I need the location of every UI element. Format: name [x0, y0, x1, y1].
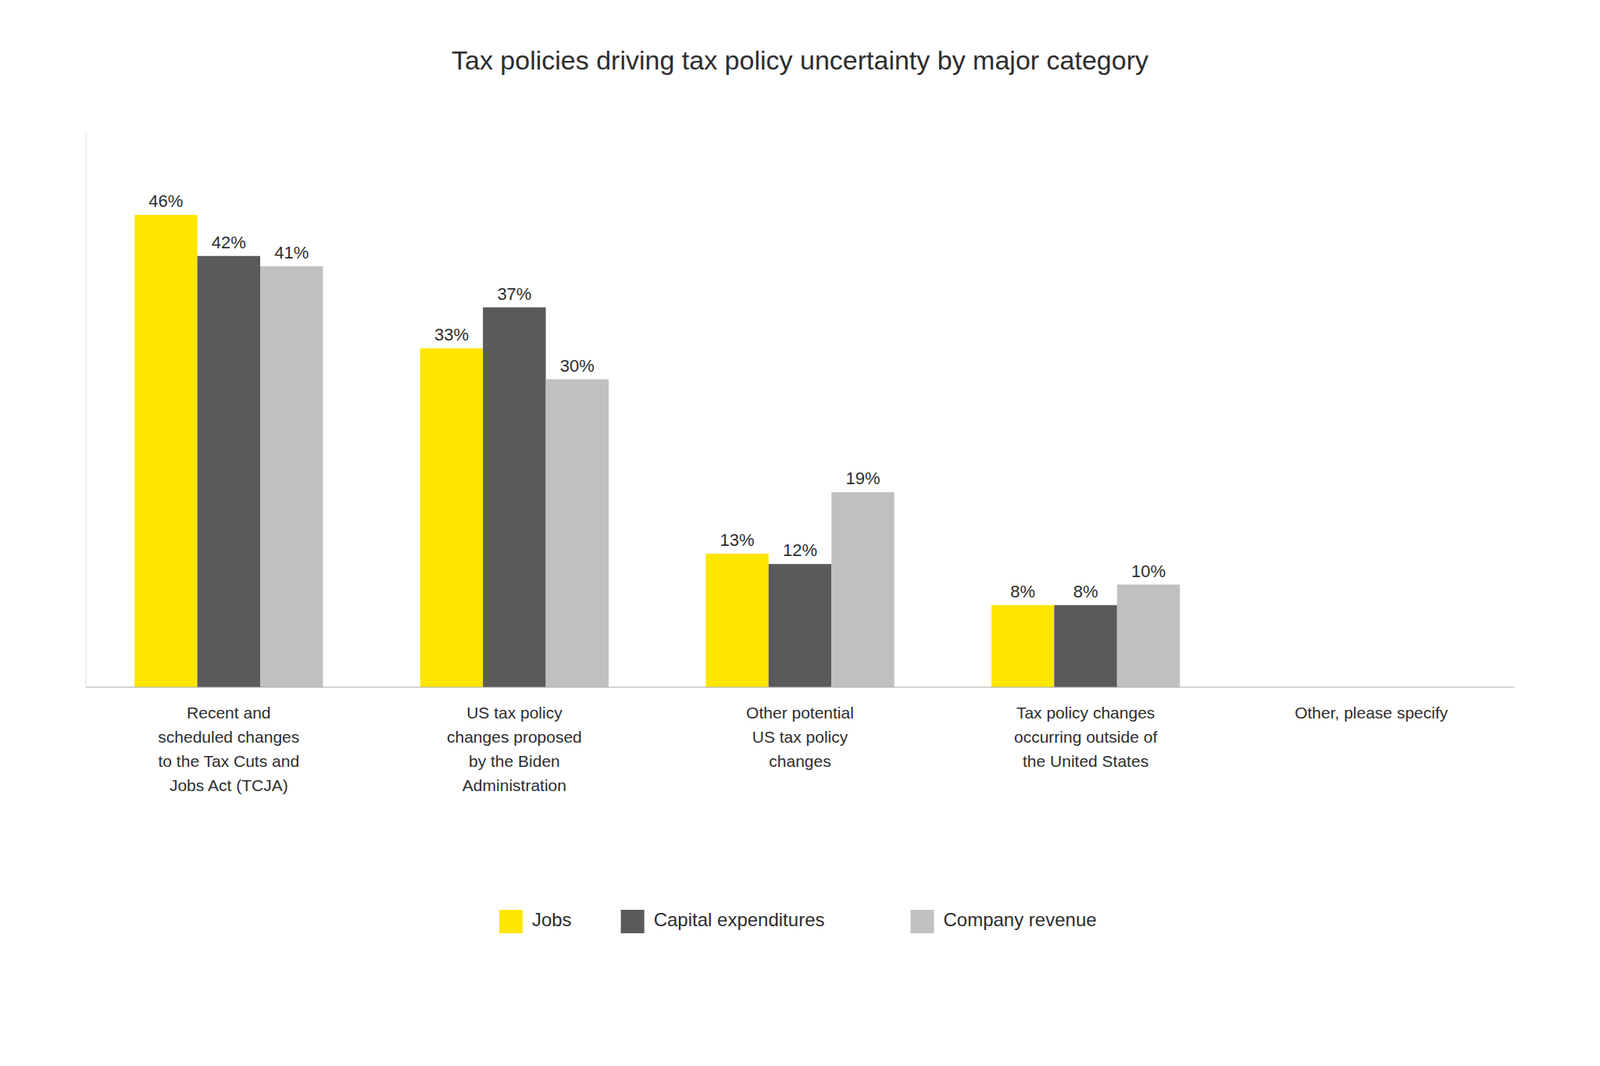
- bar: [705, 553, 768, 688]
- legend-label: Capital expenditures: [653, 909, 825, 931]
- legend-label: Company revenue: [942, 909, 1097, 931]
- bar: [134, 214, 197, 688]
- x-tick-label-line: Tax policy changes: [1016, 703, 1155, 722]
- bar: [831, 492, 894, 688]
- legend-swatch: [910, 910, 934, 934]
- x-tick-label: Tax policy changes occurring outside of th…: [1014, 703, 1158, 771]
- legend-swatch: [621, 910, 645, 934]
- y-axis-line: [85, 132, 87, 688]
- x-tick-label-line: Jobs Act (TCJA): [169, 776, 289, 795]
- bar: [420, 348, 483, 688]
- legend: Jobs Capital expenditures Company revenue: [499, 909, 1097, 934]
- x-tick-label-line: Recent and: [186, 703, 271, 722]
- x-tick-label-line: the United States: [1022, 752, 1149, 771]
- data-label: 10%: [1131, 561, 1166, 582]
- data-label: 46%: [148, 191, 183, 211]
- data-label: 37%: [496, 284, 532, 304]
- x-tick-label: Other potential US tax policy changes: [746, 703, 854, 771]
- data-label: 42%: [211, 232, 247, 253]
- legend-swatch: [499, 910, 523, 934]
- data-labels: 46% 33% 13% 8% 42% 37% 12% 8% 41% 30% 19% 10%: [148, 191, 1166, 602]
- x-tick-label: Other, please specify: [1294, 703, 1449, 722]
- data-label: 19%: [845, 468, 880, 489]
- x-tick-label-line: by the Biden: [468, 752, 561, 771]
- bar: [1117, 585, 1180, 688]
- bar: [768, 564, 832, 688]
- chart-container: Tax policies driving tax policy uncertai…: [0, 0, 1600, 1066]
- chart-title: Tax policies driving tax policy uncertai…: [451, 45, 1149, 75]
- x-tick-label-line: changes: [768, 752, 831, 771]
- x-tick-label: Recent and scheduled changes to the Tax Cu…: [157, 703, 300, 795]
- data-label: 41%: [274, 242, 309, 263]
- page: {"chart_data": { "type": "bar", "title":…: [0, 0, 1600, 1066]
- x-tick-label-line: to the Tax Cuts and: [158, 752, 300, 771]
- data-label: 8%: [1073, 582, 1099, 602]
- x-tick-label-line: scheduled changes: [157, 728, 300, 747]
- x-tick-label-line: US tax policy: [466, 703, 563, 722]
- data-label: 8%: [1010, 582, 1036, 602]
- legend-label: Jobs: [532, 909, 572, 931]
- data-label: 12%: [782, 540, 818, 561]
- bar: [260, 266, 323, 688]
- bar: [1053, 605, 1117, 688]
- x-tick-label-line: occurring outside of: [1014, 728, 1158, 747]
- x-tick-label-line: Administration: [462, 776, 567, 795]
- x-tick-label: US tax policy changes proposed by the Bide…: [446, 703, 583, 795]
- x-tick-label-line: US tax policy: [752, 728, 849, 747]
- chart-svg: Tax policies driving tax policy uncertai…: [0, 0, 1600, 1066]
- bar: [546, 379, 609, 688]
- bar: [991, 605, 1054, 688]
- data-label: 33%: [434, 325, 469, 345]
- x-tick-labels: Recent and scheduled changes to the Tax Cu…: [157, 703, 1448, 795]
- bar: [197, 256, 261, 688]
- x-tick-label-line: Other potential: [746, 703, 854, 722]
- x-tick-label-line: Other, please specify: [1294, 703, 1449, 722]
- bar: [482, 307, 546, 688]
- baseline: [85, 687, 1515, 689]
- data-label: 13%: [720, 530, 755, 550]
- x-tick-label-line: changes proposed: [446, 728, 583, 747]
- bars: [134, 214, 1180, 688]
- data-label: 30%: [560, 356, 595, 376]
